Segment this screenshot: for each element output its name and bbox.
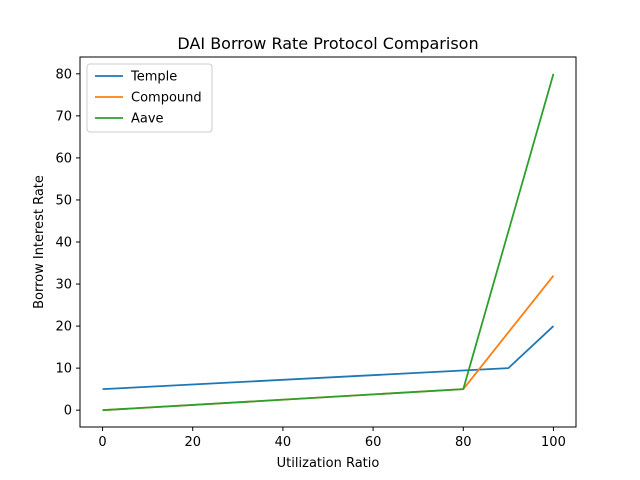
y-tick-label: 30 [55, 278, 72, 293]
x-tick-label: 40 [275, 435, 292, 450]
x-tick-label: 80 [455, 435, 472, 450]
legend: Temple Compound Aave [86, 63, 213, 133]
y-tick-label: 10 [55, 362, 72, 377]
y-tick-label: 80 [55, 67, 72, 82]
plot-area [102, 73, 555, 412]
series-line-temple [102, 325, 555, 391]
legend-label-temple: Temple [130, 70, 177, 85]
y-axis: 0 10 20 30 40 50 60 70 80 [55, 67, 80, 419]
series-line-aave [102, 73, 555, 412]
x-axis: 0 20 40 60 80 100 [98, 427, 566, 450]
x-axis-label: Utilization Ratio [277, 456, 380, 471]
y-axis-label: Borrow Interest Rate [32, 175, 47, 309]
y-tick-label: 70 [55, 109, 72, 124]
x-tick-label: 60 [365, 435, 382, 450]
x-tick-label: 0 [98, 435, 106, 450]
legend-box [86, 63, 213, 133]
y-tick-label: 40 [55, 236, 72, 251]
y-tick-label: 0 [64, 404, 72, 419]
x-tick-label: 100 [541, 435, 566, 450]
y-tick-label: 60 [55, 151, 72, 166]
legend-label-aave: Aave [131, 112, 164, 127]
series-line-compound [102, 275, 555, 412]
y-tick-label: 50 [55, 193, 72, 208]
y-tick-label: 20 [55, 320, 72, 335]
chart-title: DAI Borrow Rate Protocol Comparison [177, 34, 478, 53]
x-tick-label: 20 [184, 435, 201, 450]
legend-label-compound: Compound [131, 91, 202, 106]
